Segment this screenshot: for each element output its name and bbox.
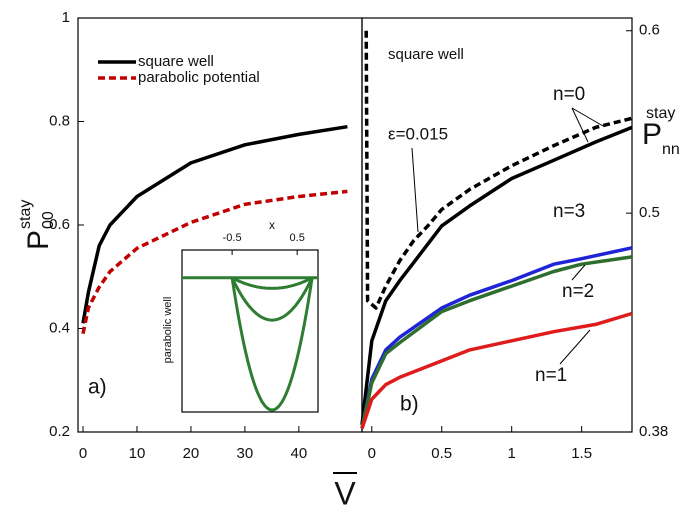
leader-line <box>559 329 591 365</box>
series-line <box>364 30 633 310</box>
well-curve <box>231 276 313 290</box>
series-line <box>81 189 348 335</box>
x-tick-label: 20 <box>183 445 200 462</box>
panel-label: a) <box>88 376 107 399</box>
y-tick-label: 0.6 <box>49 216 70 233</box>
y-tick-label: 0.38 <box>639 423 668 440</box>
series-label: ε=0.015 <box>388 124 448 143</box>
series-line <box>81 124 348 324</box>
inset-x-label: x <box>269 218 275 232</box>
series-label: n=0 <box>553 84 585 105</box>
y-label-main: P <box>642 118 662 151</box>
legend-label: parabolic potential <box>138 69 260 86</box>
y-tick-label: 1 <box>62 9 70 26</box>
x-tick-label: -0.5 <box>223 232 242 244</box>
subtitle: square well <box>388 46 464 63</box>
panel-label: b) <box>400 393 419 416</box>
plot-frame <box>181 249 319 413</box>
series-label: n=1 <box>535 365 567 386</box>
legend-label: square well <box>138 53 214 70</box>
series-label: n=2 <box>562 281 594 302</box>
y-label-sup: stay <box>17 200 34 229</box>
leader-line <box>571 107 589 143</box>
x-tick-label: 30 <box>237 445 254 462</box>
y-label-a: P 00 stay <box>17 200 57 250</box>
y-label-sub: nn <box>662 141 680 158</box>
plot-frame <box>361 17 633 433</box>
x-tick-label: 0 <box>79 445 87 462</box>
x-tick-label: 0.5 <box>431 445 452 462</box>
series-label: n=3 <box>553 201 585 222</box>
y-tick-label: 0.4 <box>49 319 70 336</box>
y-tick-label: 0.6 <box>639 22 660 39</box>
well-curve <box>230 277 314 412</box>
y-label-sup: stay <box>646 105 675 122</box>
x-tick-label: 10 <box>129 445 146 462</box>
x-tick-label: 0 <box>368 445 376 462</box>
y-tick-label: 0.8 <box>49 112 70 129</box>
x-tick-label: 1 <box>508 445 516 462</box>
y-label-main: P <box>22 230 55 250</box>
leader-line <box>571 264 586 281</box>
inset-y-label: parabolic well <box>162 297 174 364</box>
series-line <box>360 255 633 429</box>
series-line <box>360 311 633 429</box>
y-tick-label: 0.5 <box>639 204 660 221</box>
x-label: V <box>334 475 356 511</box>
y-label-sub: 00 <box>40 211 57 229</box>
x-tick-label: 40 <box>291 445 308 462</box>
y-tick-label: 0.2 <box>49 423 70 440</box>
series-line <box>360 125 633 425</box>
well-curve <box>230 277 314 322</box>
leader-line <box>571 107 604 127</box>
leader-line <box>411 147 419 233</box>
x-tick-label: 1.5 <box>571 445 592 462</box>
x-tick-label: 0.5 <box>290 232 305 244</box>
